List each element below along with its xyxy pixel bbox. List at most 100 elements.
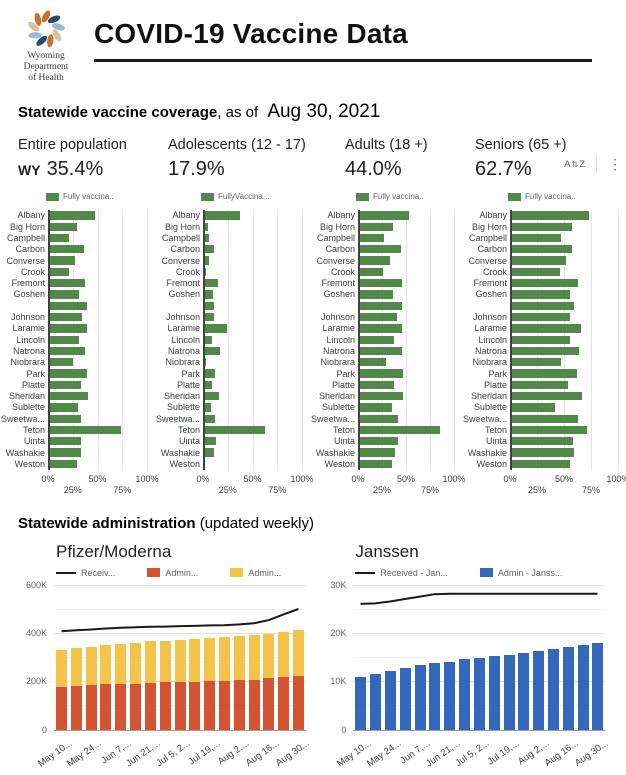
bar[interactable] <box>203 301 214 310</box>
bar[interactable] <box>592 643 604 730</box>
bar[interactable] <box>510 222 572 231</box>
bar[interactable] <box>85 646 97 730</box>
bar[interactable] <box>510 437 573 446</box>
bar[interactable] <box>358 403 392 412</box>
bar[interactable] <box>459 659 471 730</box>
legend[interactable]: Fully vaccina.. <box>508 191 626 203</box>
bar[interactable] <box>115 644 127 730</box>
bar[interactable] <box>204 638 216 730</box>
bar[interactable] <box>48 301 87 310</box>
bar[interactable] <box>48 391 88 401</box>
bar[interactable] <box>358 301 403 310</box>
bar[interactable] <box>503 654 515 730</box>
bar[interactable] <box>203 369 215 378</box>
bar[interactable] <box>48 346 85 356</box>
bar[interactable] <box>510 358 561 367</box>
bar[interactable] <box>355 676 367 730</box>
bar[interactable] <box>203 211 240 220</box>
bar[interactable] <box>48 290 79 299</box>
bar[interactable] <box>189 639 201 730</box>
bar[interactable] <box>203 312 214 322</box>
bar[interactable] <box>510 233 561 243</box>
bar[interactable] <box>263 633 275 730</box>
legend-item[interactable]: Receiv... <box>56 568 115 578</box>
bar[interactable] <box>358 222 393 231</box>
bar[interactable] <box>159 640 171 730</box>
bar[interactable] <box>48 324 87 333</box>
bar[interactable] <box>48 256 75 265</box>
legend[interactable]: FullyVaccina... <box>201 191 310 203</box>
sort-icon[interactable]: A ⇅ Z <box>564 158 585 170</box>
bar[interactable] <box>203 403 211 412</box>
bar[interactable] <box>203 346 220 356</box>
bar[interactable] <box>358 290 393 299</box>
legend-item[interactable]: Admin... <box>147 568 198 578</box>
bar[interactable] <box>533 650 545 730</box>
bar[interactable] <box>100 645 112 730</box>
bar[interactable] <box>130 642 142 730</box>
bar[interactable] <box>358 312 398 322</box>
bar[interactable] <box>203 448 214 457</box>
bar[interactable] <box>203 290 213 299</box>
bar[interactable] <box>203 233 209 243</box>
legend[interactable]: Fully vaccina.. <box>356 191 462 203</box>
bar[interactable] <box>56 649 67 730</box>
bar[interactable] <box>48 245 84 254</box>
bar[interactable] <box>248 635 260 730</box>
bar[interactable] <box>510 346 580 356</box>
bar[interactable] <box>510 335 571 344</box>
bar[interactable] <box>358 346 403 356</box>
kebab-menu-icon[interactable]: ⋮ <box>608 156 622 173</box>
bar[interactable] <box>203 437 216 446</box>
bar[interactable] <box>444 661 456 730</box>
bar[interactable] <box>48 380 81 389</box>
bar[interactable] <box>358 245 402 254</box>
bar[interactable] <box>510 391 583 401</box>
bar[interactable] <box>203 222 208 231</box>
bar[interactable] <box>203 324 227 333</box>
bar[interactable] <box>48 233 69 243</box>
bar[interactable] <box>203 335 212 344</box>
bar[interactable] <box>48 414 81 423</box>
bar[interactable] <box>510 324 582 333</box>
bar[interactable] <box>429 663 441 730</box>
bar[interactable] <box>562 647 574 730</box>
legend-item[interactable]: Received - Jan... <box>355 568 448 578</box>
bar[interactable] <box>203 414 215 423</box>
bar[interactable] <box>203 245 214 254</box>
bar[interactable] <box>414 665 426 730</box>
bar[interactable] <box>358 211 409 220</box>
bar[interactable] <box>358 380 395 389</box>
received-line[interactable] <box>54 586 306 731</box>
bar[interactable] <box>48 459 77 469</box>
bar[interactable] <box>358 437 399 446</box>
bar[interactable] <box>510 290 571 299</box>
bar[interactable] <box>510 211 589 220</box>
bar[interactable] <box>510 425 587 435</box>
bar[interactable] <box>203 279 218 288</box>
bar[interactable] <box>358 279 403 288</box>
bar[interactable] <box>510 256 567 265</box>
bar[interactable] <box>48 425 122 435</box>
bar[interactable] <box>48 403 78 412</box>
bar[interactable] <box>358 448 396 457</box>
bar[interactable] <box>48 312 82 322</box>
bar[interactable] <box>70 648 82 730</box>
received-line[interactable] <box>353 586 605 731</box>
bar[interactable] <box>48 437 81 446</box>
bar[interactable] <box>48 279 85 288</box>
bar[interactable] <box>48 448 81 457</box>
bar[interactable] <box>358 358 386 367</box>
bar[interactable] <box>510 267 560 277</box>
bar[interactable] <box>358 335 395 344</box>
bar[interactable] <box>510 459 571 469</box>
bar[interactable] <box>203 391 219 401</box>
bar[interactable] <box>203 256 209 265</box>
bar[interactable] <box>233 636 245 730</box>
bar[interactable] <box>399 667 411 730</box>
bar[interactable] <box>510 448 574 457</box>
bar[interactable] <box>48 211 95 220</box>
bar[interactable] <box>203 425 266 435</box>
bar[interactable] <box>358 391 404 401</box>
bar[interactable] <box>510 369 577 378</box>
